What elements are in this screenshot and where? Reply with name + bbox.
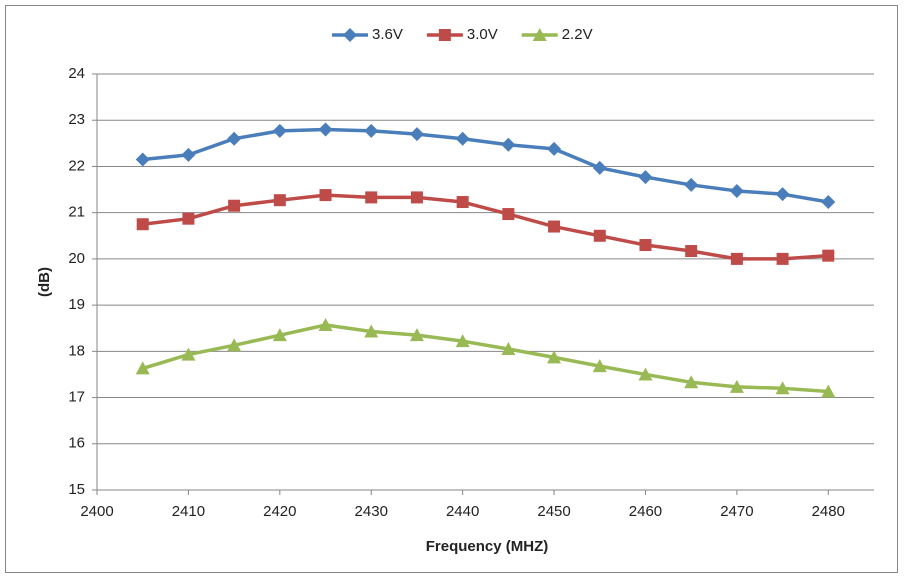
data-point bbox=[135, 152, 150, 167]
data-point bbox=[272, 123, 287, 138]
y-tick-label: 18 bbox=[68, 342, 85, 359]
y-tick-label: 16 bbox=[68, 435, 85, 452]
data-point bbox=[319, 189, 332, 202]
data-point bbox=[547, 141, 562, 156]
data-point bbox=[181, 147, 196, 162]
data-point bbox=[228, 199, 241, 212]
data-point bbox=[272, 328, 287, 342]
data-point bbox=[455, 131, 470, 146]
x-tick-label: 2470 bbox=[720, 503, 753, 520]
data-point bbox=[409, 328, 424, 342]
data-point bbox=[729, 183, 744, 198]
x-tick-label: 2480 bbox=[812, 503, 845, 520]
y-tick-label: 15 bbox=[68, 481, 85, 498]
data-point bbox=[684, 177, 699, 192]
data-point bbox=[776, 252, 789, 265]
legend-label: 2.2V bbox=[562, 26, 593, 43]
x-axis-label: Frequency (MHZ) bbox=[426, 538, 549, 555]
data-point bbox=[729, 379, 744, 393]
data-point bbox=[593, 229, 606, 242]
y-tick-label: 22 bbox=[68, 157, 85, 174]
legend-marker bbox=[343, 28, 357, 42]
data-point bbox=[456, 196, 469, 209]
data-point bbox=[318, 122, 333, 137]
x-tick-label: 2410 bbox=[172, 503, 205, 520]
y-tick-label: 19 bbox=[68, 296, 85, 313]
data-point bbox=[135, 361, 150, 375]
series-line bbox=[142, 127, 829, 204]
data-point bbox=[365, 191, 378, 204]
data-point bbox=[638, 367, 653, 381]
x-tick-label: 2450 bbox=[537, 503, 570, 520]
data-point bbox=[821, 384, 836, 398]
data-point bbox=[775, 187, 790, 202]
data-point bbox=[822, 249, 835, 262]
x-tick-label: 2460 bbox=[629, 503, 662, 520]
legend-label: 3.6V bbox=[372, 26, 403, 43]
data-point bbox=[410, 191, 423, 204]
data-point bbox=[227, 338, 242, 352]
y-tick-label: 23 bbox=[68, 111, 85, 128]
data-point bbox=[730, 252, 743, 265]
data-point bbox=[685, 245, 698, 258]
chart-border bbox=[5, 5, 898, 573]
x-tick-label: 2430 bbox=[355, 503, 388, 520]
x-tick-label: 2400 bbox=[80, 503, 113, 520]
legend-marker bbox=[532, 28, 547, 41]
data-point bbox=[592, 359, 607, 373]
data-point bbox=[364, 324, 379, 338]
series-line bbox=[142, 193, 829, 261]
y-axis-label: (dB) bbox=[36, 267, 53, 297]
legend-label: 3.0V bbox=[467, 26, 498, 43]
legend-marker bbox=[438, 29, 451, 41]
data-point bbox=[136, 218, 149, 231]
data-point bbox=[227, 131, 242, 146]
data-point bbox=[318, 317, 333, 331]
y-tick-label: 17 bbox=[68, 389, 85, 406]
y-tick-label: 21 bbox=[68, 204, 85, 221]
x-tick-label: 2440 bbox=[446, 503, 479, 520]
data-point bbox=[684, 375, 699, 389]
y-tick-label: 20 bbox=[68, 250, 85, 267]
data-point bbox=[592, 160, 607, 175]
data-point bbox=[775, 381, 790, 395]
data-point bbox=[501, 342, 516, 356]
data-point bbox=[501, 137, 516, 152]
data-point bbox=[182, 212, 195, 225]
data-point bbox=[364, 123, 379, 138]
data-point bbox=[455, 334, 470, 348]
data-point bbox=[638, 170, 653, 185]
data-point bbox=[548, 220, 561, 233]
data-point bbox=[273, 194, 286, 207]
data-point bbox=[547, 350, 562, 364]
y-tick-label: 24 bbox=[68, 65, 85, 82]
data-point bbox=[409, 127, 424, 142]
x-tick-label: 2420 bbox=[263, 503, 296, 520]
data-point bbox=[502, 208, 515, 221]
data-point bbox=[639, 239, 652, 252]
data-point bbox=[181, 347, 196, 361]
series-line bbox=[142, 323, 829, 394]
data-point bbox=[821, 195, 836, 210]
